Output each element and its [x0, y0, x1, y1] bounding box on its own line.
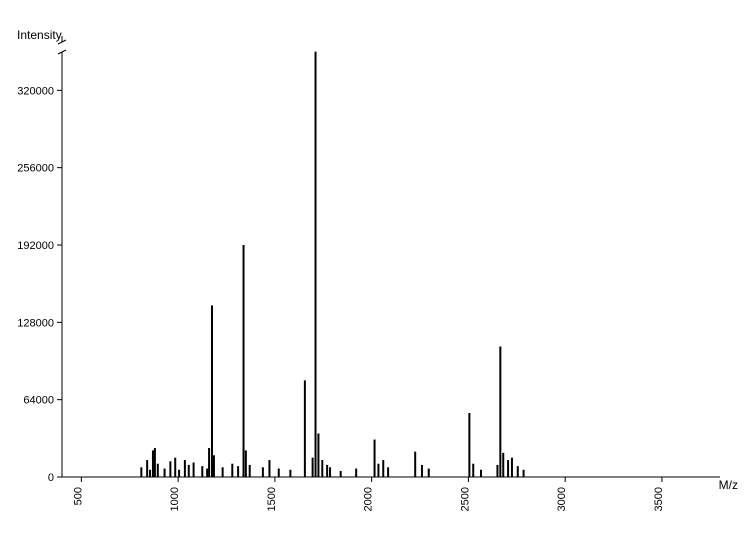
- svg-text:1000: 1000: [169, 487, 181, 511]
- svg-text:3000: 3000: [556, 487, 568, 511]
- x-axis-title: M/z: [719, 478, 738, 492]
- svg-text:320000: 320000: [17, 85, 54, 97]
- svg-text:1500: 1500: [266, 487, 278, 511]
- svg-text:500: 500: [72, 487, 84, 505]
- y-axis-title: Intensity: [17, 28, 62, 42]
- svg-text:192000: 192000: [17, 240, 54, 252]
- svg-text:64000: 64000: [23, 395, 54, 407]
- svg-text:2000: 2000: [363, 487, 375, 511]
- svg-text:128000: 128000: [17, 317, 54, 329]
- svg-text:3500: 3500: [653, 487, 665, 511]
- plot-area: 0 64000 128000 192000 256000 320000 500 1000 150…: [0, 0, 750, 540]
- svg-text:2500: 2500: [459, 487, 471, 511]
- spectrum-chart: Intensity M/z 0 64000 128000 192000 256000 32…: [0, 0, 750, 540]
- svg-text:0: 0: [48, 472, 54, 484]
- svg-text:256000: 256000: [17, 163, 54, 175]
